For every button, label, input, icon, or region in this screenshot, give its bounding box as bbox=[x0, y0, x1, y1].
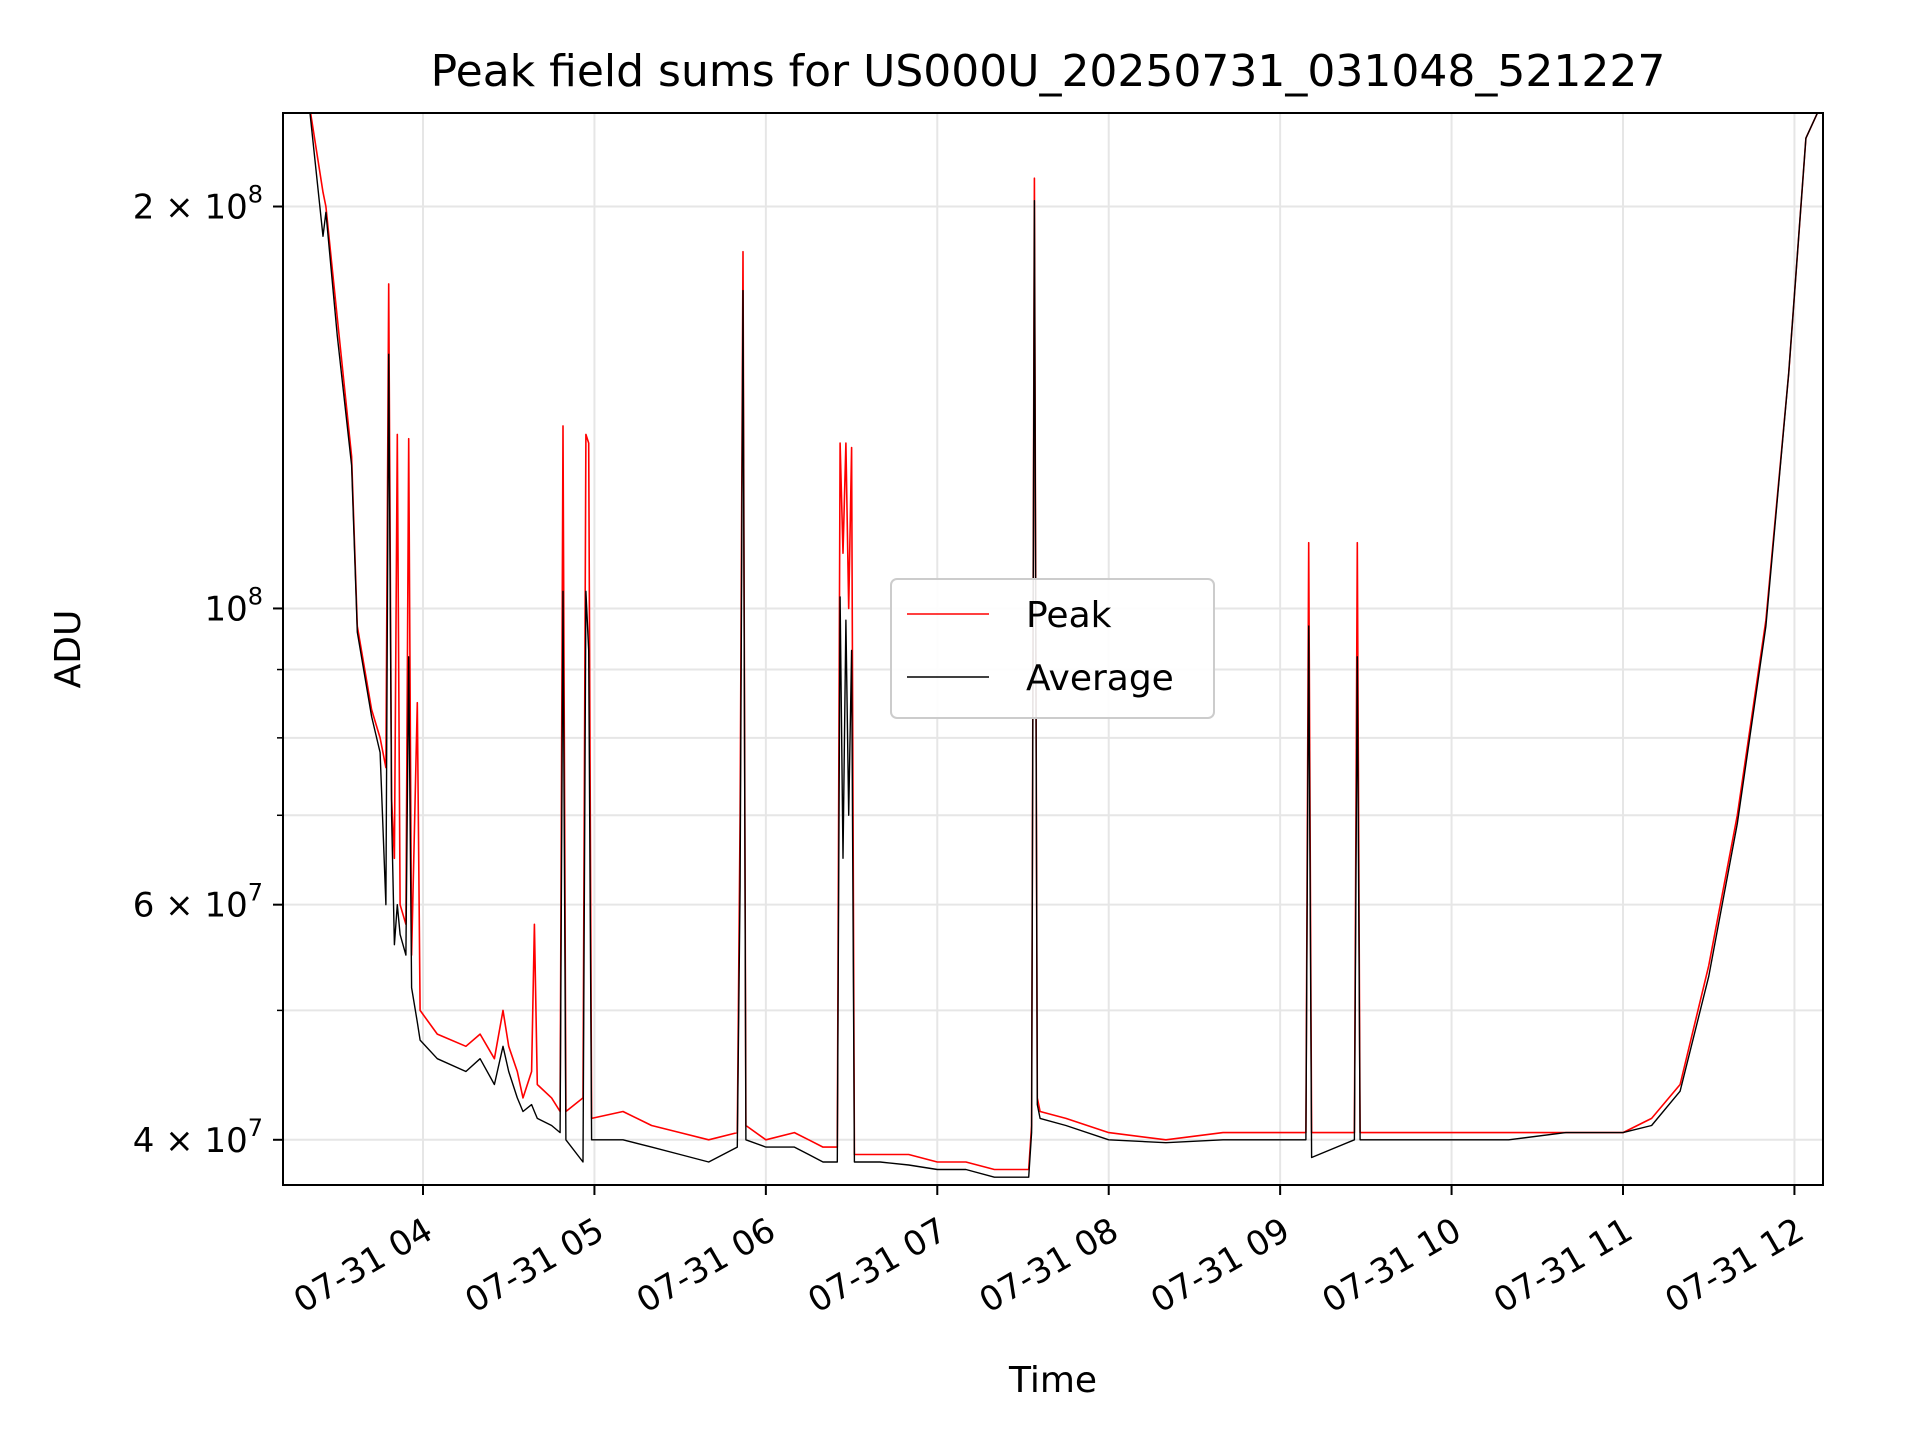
series-line-average bbox=[309, 113, 1819, 1178]
legend: Peak Average bbox=[890, 578, 1215, 719]
y-tick-label: 108 bbox=[204, 582, 263, 629]
y-axis-ticks: 4 × 107 6 × 107 108 2 × 108 bbox=[133, 181, 283, 1161]
y-tick-label: 2 × 108 bbox=[133, 181, 263, 228]
legend-label-peak: Peak bbox=[1026, 595, 1112, 636]
y-tick-label: 6 × 107 bbox=[133, 879, 263, 926]
y-axis-label: ADU bbox=[48, 610, 89, 689]
series-lines bbox=[309, 113, 1819, 1178]
legend-label-average: Average bbox=[1026, 658, 1174, 699]
chart-title: Peak field sums for US000U_20250731_0310… bbox=[431, 46, 1666, 97]
x-axis-label: Time bbox=[1008, 1360, 1097, 1401]
y-tick-label: 4 × 107 bbox=[133, 1114, 263, 1161]
plot-frame bbox=[282, 112, 1824, 1186]
